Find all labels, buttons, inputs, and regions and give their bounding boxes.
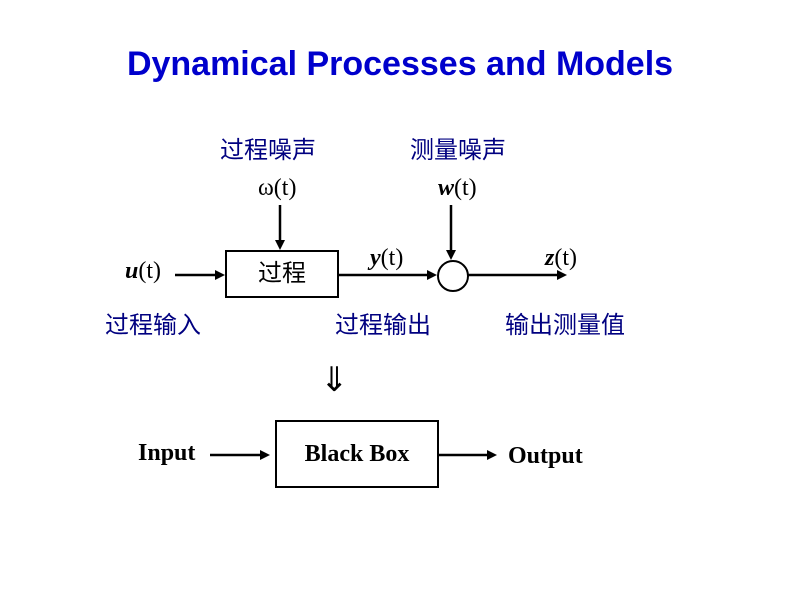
arrow-w-down <box>446 205 456 260</box>
label-output-measurement: 输出测量值 <box>505 305 625 340</box>
blackbox-box: Black Box <box>275 420 439 488</box>
signal-omega: ω(t) <box>258 175 296 202</box>
label-process-noise: 过程噪声 <box>220 130 316 165</box>
page-title: Dynamical Processes and Models <box>0 45 800 84</box>
signal-w: w(t) <box>438 175 477 202</box>
signal-z: z(t) <box>545 245 577 272</box>
label-process-output: 过程输出 <box>335 305 431 340</box>
arrow-omega-down <box>275 205 285 250</box>
summing-node <box>437 260 469 292</box>
process-box: 过程 <box>225 250 339 298</box>
label-measurement-noise: 测量噪声 <box>410 130 506 165</box>
signal-y: y(t) <box>370 245 403 272</box>
label-output: Output <box>508 443 583 470</box>
arrow-bb-to-output <box>437 450 497 460</box>
label-input: Input <box>138 440 195 467</box>
implies-arrow: ⇓ <box>320 360 349 400</box>
signal-u: u(t) <box>125 258 161 285</box>
label-process-input: 过程输入 <box>105 305 201 340</box>
arrow-u-to-process <box>175 270 225 280</box>
arrow-process-to-sum <box>337 270 437 280</box>
arrow-input-to-bb <box>210 450 270 460</box>
